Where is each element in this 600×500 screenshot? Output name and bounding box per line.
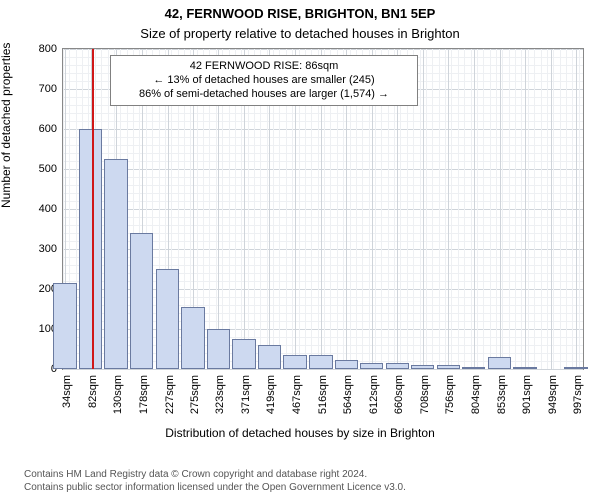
x-tick-label: 275sqm [189,375,201,414]
x-axis-label: Distribution of detached houses by size … [0,426,600,440]
histogram-bar [130,233,153,369]
x-tick-label: 997sqm [572,375,584,414]
histogram-bar [488,357,511,369]
y-tick-label: 800 [39,43,63,55]
histogram-bar [232,339,255,369]
annotation-line-3: 86% of semi-detached houses are larger (… [119,88,409,102]
x-tick-label: 82sqm [87,375,99,408]
attribution-line-2: Contains public sector information licen… [24,482,406,495]
x-tick-label: 419sqm [265,375,277,414]
y-tick-label: 300 [39,243,63,255]
property-marker-line [92,49,94,369]
x-tick-label: 756sqm [444,375,456,414]
x-tick-label: 178sqm [138,375,150,414]
chart-subtitle: Size of property relative to detached ho… [0,26,600,41]
histogram-bar [79,129,102,369]
chart-title-address: 42, FERNWOOD RISE, BRIGHTON, BN1 5EP [0,6,600,21]
annotation-line-2: ← 13% of detached houses are smaller (24… [119,74,409,88]
x-tick-label: 660sqm [393,375,405,414]
histogram-bar [53,283,76,369]
y-tick-label: 500 [39,163,63,175]
histogram-bar [283,355,306,369]
y-tick-label: 700 [39,83,63,95]
histogram-bar [258,345,281,369]
y-axis-label: Number of detached properties [0,43,13,208]
histogram-bar [181,307,204,369]
x-tick-label: 853sqm [496,375,508,414]
annotation-box: 42 FERNWOOD RISE: 86sqm← 13% of detached… [110,55,418,106]
attribution-line-1: Contains HM Land Registry data © Crown c… [24,469,406,482]
x-tick-label: 901sqm [521,375,533,414]
x-tick-label: 323sqm [214,375,226,414]
histogram-bar [104,159,127,369]
x-tick-label: 564sqm [342,375,354,414]
histogram-bar [564,367,587,369]
y-tick-label: 400 [39,203,63,215]
chart-attribution: Contains HM Land Registry data © Crown c… [24,469,406,494]
histogram-bar [207,329,230,369]
x-tick-label: 708sqm [419,375,431,414]
x-tick-label: 130sqm [112,375,124,414]
x-tick-label: 467sqm [291,375,303,414]
x-tick-label: 949sqm [547,375,559,414]
histogram-bar [462,367,485,369]
x-tick-label: 371sqm [240,375,252,414]
x-tick-label: 612sqm [368,375,380,414]
histogram-bar [411,365,434,369]
x-tick-label: 34sqm [61,375,73,408]
x-tick-label: 227sqm [164,375,176,414]
annotation-line-1: 42 FERNWOOD RISE: 86sqm [119,60,409,74]
chart-container: { "title_line1": "42, FERNWOOD RISE, BRI… [0,0,600,500]
y-tick-label: 600 [39,123,63,135]
histogram-bar [335,360,358,369]
histogram-bar [386,363,409,369]
histogram-bar [513,367,536,369]
histogram-bar [437,365,460,369]
histogram-bar [156,269,179,369]
x-tick-label: 804sqm [470,375,482,414]
histogram-bar [309,355,332,369]
histogram-bar [360,363,383,369]
x-tick-label: 516sqm [317,375,329,414]
